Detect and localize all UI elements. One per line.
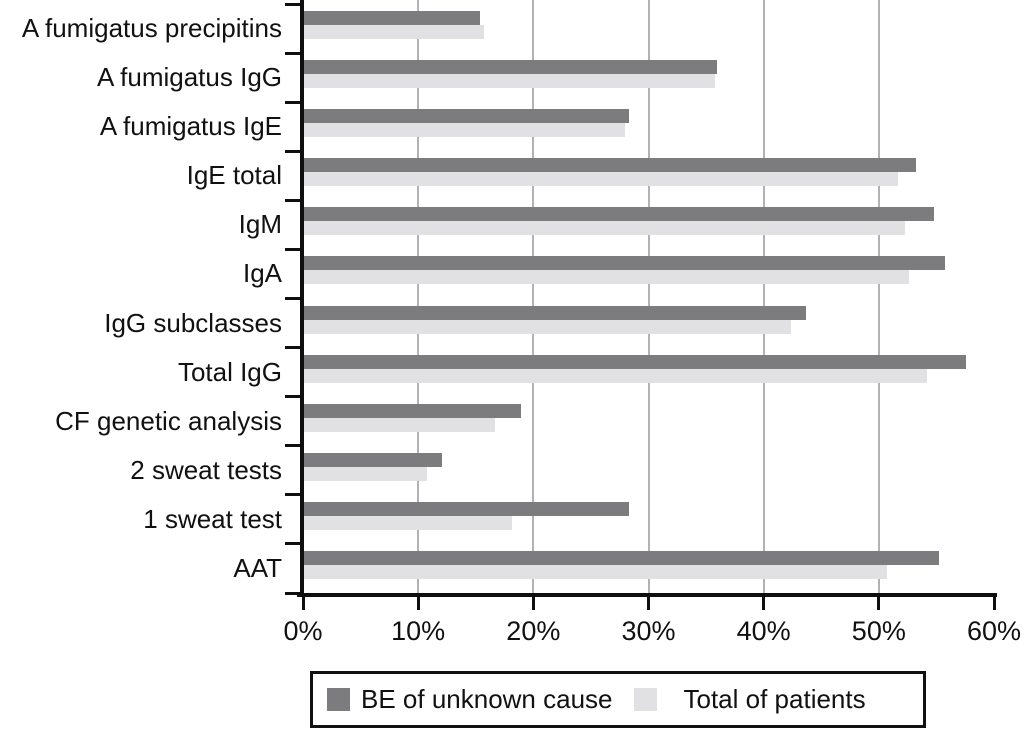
category-label-iga: IgA xyxy=(242,258,282,289)
bar-total-of-patients-igg-subclasses xyxy=(304,319,792,334)
bar-be-of-unknown-cause-igm xyxy=(304,207,934,222)
y-axis-tick xyxy=(285,493,300,497)
x-axis-tick-0% xyxy=(301,597,305,610)
bar-be-of-unknown-cause-a-fumigatus-precipitins xyxy=(304,11,481,25)
x-axis-line xyxy=(297,593,997,597)
bar-be-of-unknown-cause-1-sweat-test xyxy=(304,501,629,516)
bar-total-of-patients-a-fumigatus-precipitins xyxy=(304,25,484,39)
y-axis-tick xyxy=(285,100,300,104)
bar-total-of-patients-a-fumigatus-igg xyxy=(304,74,716,89)
x-axis-tick-10% xyxy=(416,597,420,610)
gridline-30 xyxy=(647,0,650,593)
gridline-10 xyxy=(417,0,420,593)
x-tick-label-50%: 50% xyxy=(851,616,906,646)
x-axis-tick-50% xyxy=(877,597,881,610)
bar-total-of-patients-igm xyxy=(304,221,906,236)
bar-total-of-patients-2-sweat-tests xyxy=(304,466,428,481)
y-axis-tick xyxy=(285,149,300,153)
x-tick-label-20%: 20% xyxy=(506,616,561,646)
y-axis-tick xyxy=(285,297,300,300)
bar-be-of-unknown-cause-igg-subclasses xyxy=(304,305,807,320)
x-axis-tick-30% xyxy=(647,597,650,610)
legend-swatch-be-of-unknown-cause xyxy=(327,688,350,711)
category-label-igg-subclasses: IgG subclasses xyxy=(104,307,282,338)
bar-total-of-patients-iga xyxy=(304,270,909,285)
legend-swatch-total-of-patients xyxy=(633,688,657,711)
y-axis-tick xyxy=(285,591,300,595)
y-axis-tick xyxy=(285,395,300,399)
category-label-aat: AAT xyxy=(233,552,282,583)
x-tick-label-10%: 10% xyxy=(391,616,446,646)
x-tick-label-0%: 0% xyxy=(283,616,323,646)
bar-be-of-unknown-cause-a-fumigatus-igg xyxy=(304,60,718,75)
category-label-igm: IgM xyxy=(238,209,282,240)
y-axis-tick xyxy=(285,2,300,6)
bar-be-of-unknown-cause-total-igg xyxy=(304,354,967,369)
bar-be-of-unknown-cause-a-fumigatus-ige xyxy=(304,109,629,124)
bar-be-of-unknown-cause-cf-genetic-analysis xyxy=(304,403,521,418)
x-axis-tick-20% xyxy=(531,597,535,610)
x-tick-label-40%: 40% xyxy=(736,616,791,646)
y-axis-tick xyxy=(285,346,300,350)
x-axis-tick-40% xyxy=(762,597,766,610)
gridline-50 xyxy=(877,0,880,593)
category-label-2-sweat-tests: 2 sweat tests xyxy=(130,454,282,485)
bar-total-of-patients-total-igg xyxy=(304,368,928,383)
y-axis-tick xyxy=(285,198,300,202)
category-label-ige-total: IgE total xyxy=(186,160,282,191)
bar-total-of-patients-cf-genetic-analysis xyxy=(304,417,496,432)
category-label-a-fumigatus-igg: A fumigatus IgG xyxy=(97,62,282,93)
y-axis-tick xyxy=(285,542,300,546)
y-axis-line xyxy=(300,0,304,597)
category-label-a-fumigatus-ige: A fumigatus IgE xyxy=(99,111,282,142)
bar-total-of-patients-1-sweat-test xyxy=(304,515,513,530)
y-axis-tick xyxy=(285,51,300,55)
x-tick-label-30%: 30% xyxy=(621,616,676,646)
bar-total-of-patients-a-fumigatus-ige xyxy=(304,123,626,138)
bar-be-of-unknown-cause-aat xyxy=(304,550,939,565)
bar-total-of-patients-ige-total xyxy=(304,172,899,187)
legend-label-total-of-patients: Total of patients xyxy=(683,684,866,714)
gridline-40 xyxy=(762,0,765,593)
legend-label-be-of-unknown-cause: BE of unknown cause xyxy=(361,684,613,714)
category-label-1-sweat-test: 1 sweat test xyxy=(143,503,282,534)
bar-total-of-patients-aat xyxy=(304,564,887,579)
y-axis-tick xyxy=(285,247,300,251)
category-label-cf-genetic-analysis: CF genetic analysis xyxy=(55,405,282,436)
bar-be-of-unknown-cause-ige-total xyxy=(304,158,916,173)
bar-be-of-unknown-cause-2-sweat-tests xyxy=(304,452,443,467)
gridline-20 xyxy=(532,0,535,593)
category-label-a-fumigatus-precipitins: A fumigatus precipitins xyxy=(21,13,282,44)
x-tick-label-60%: 60% xyxy=(966,616,1022,646)
bar-be-of-unknown-cause-iga xyxy=(304,256,946,271)
category-label-total-igg: Total IgG xyxy=(177,356,282,387)
legend: BE of unknown cause Total of patients xyxy=(310,671,926,728)
x-axis-tick-60% xyxy=(992,597,996,610)
y-axis-tick xyxy=(285,444,300,448)
